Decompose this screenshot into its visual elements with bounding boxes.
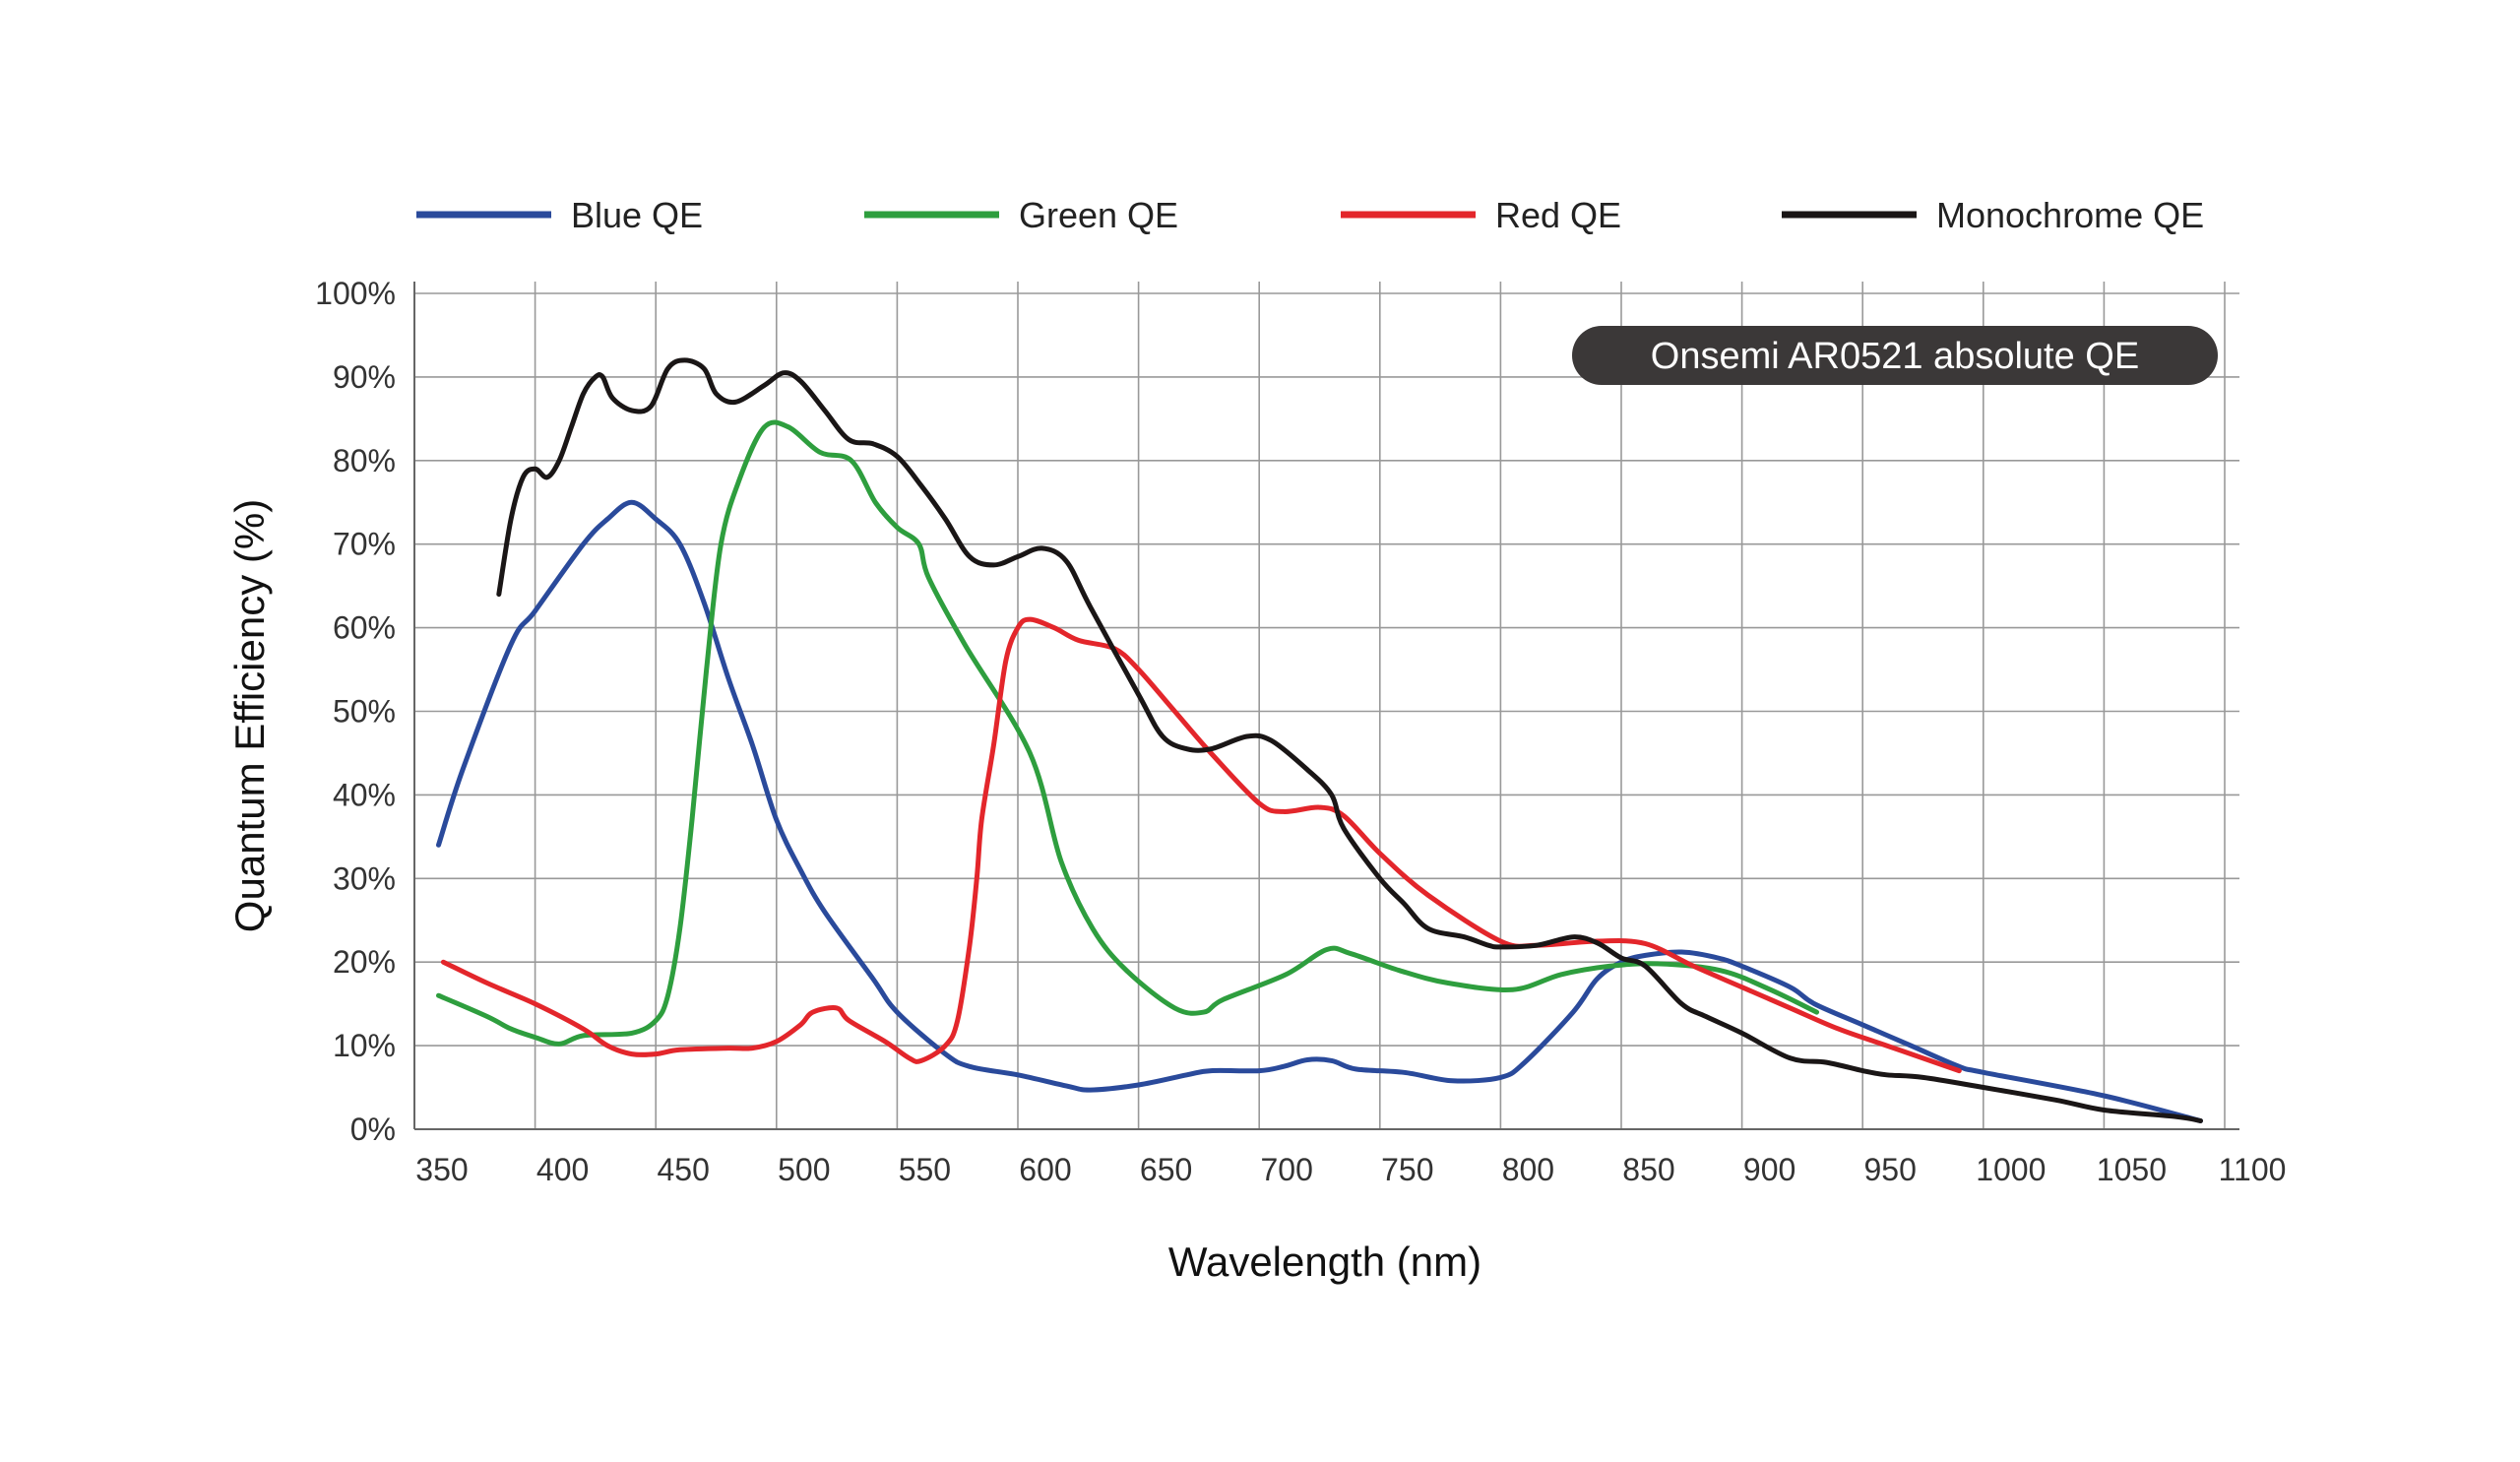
y-tick-label: 0%: [350, 1112, 396, 1147]
series-line-blue-qe: [436, 499, 2203, 1123]
y-tick-label: 10%: [333, 1028, 396, 1063]
y-tick-label: 80%: [333, 443, 396, 478]
y-axis-title: Quantum Efficiency (%): [226, 499, 273, 932]
x-tick-label: 950: [1864, 1152, 1917, 1187]
y-tick-label: 30%: [333, 860, 396, 896]
legend-item-green-qe: Green QE: [864, 195, 1178, 235]
y-tick-label: 70%: [333, 527, 396, 562]
x-tick-label: 400: [536, 1152, 589, 1187]
y-tick-label: 60%: [333, 610, 396, 646]
annotation-text: Onsemi AR0521 absolute QE: [1651, 336, 2139, 377]
grid: [413, 282, 2239, 1130]
x-tick-label: 500: [778, 1152, 830, 1187]
legend-label: Green QE: [1019, 195, 1178, 235]
y-tick-label: 20%: [333, 944, 396, 980]
x-tick-label: 800: [1502, 1152, 1554, 1187]
x-tick-label: 1000: [1976, 1152, 2046, 1187]
x-tick-label: 1100: [2219, 1152, 2287, 1187]
series-line-red-qe: [440, 616, 1962, 1074]
x-tick-label: 900: [1743, 1152, 1796, 1187]
legend-item-blue-qe: Blue QE: [416, 195, 703, 235]
x-axis-title: Wavelength (nm): [1168, 1239, 1481, 1285]
legend-label: Monochrome QE: [1936, 195, 2204, 235]
x-tick-label: 450: [658, 1152, 710, 1187]
y-tick-label: 50%: [333, 694, 396, 730]
legend-label: Red QE: [1495, 195, 1621, 235]
legend-item-red-qe: Red QE: [1341, 195, 1621, 235]
series-line-green-qe: [436, 419, 1820, 1047]
x-tick-label: 650: [1140, 1152, 1192, 1187]
legend: Blue QE Green QE Red QE Monochrome QE: [416, 195, 2204, 235]
y-tick-label: 90%: [333, 359, 396, 395]
legend-label: Blue QE: [571, 195, 703, 235]
x-tick-label: 600: [1019, 1152, 1071, 1187]
x-axis-tick-labels: 350 400 450 500 550 600 650 700 750 800 850 900 950 1…: [415, 1152, 2286, 1187]
y-axis-tick-labels: 0% 10% 20% 30% 40% 50% 60% 70% 80% 90% 100%: [315, 276, 396, 1147]
x-tick-label: 550: [899, 1152, 951, 1187]
x-tick-label: 350: [415, 1152, 468, 1187]
annotation-badge: Onsemi AR0521 absolute QE: [1572, 326, 2218, 385]
legend-item-monochrome-qe: Monochrome QE: [1782, 195, 2204, 235]
series-line-monochrome-qe: [496, 357, 2203, 1123]
y-tick-label: 40%: [333, 777, 396, 812]
y-tick-label: 100%: [315, 276, 396, 311]
x-tick-label: 1050: [2097, 1152, 2167, 1187]
x-tick-label: 750: [1381, 1152, 1433, 1187]
series-lines: [436, 357, 2203, 1123]
annotation-background: [1572, 326, 2218, 385]
x-tick-label: 850: [1622, 1152, 1674, 1187]
x-tick-label: 700: [1261, 1152, 1313, 1187]
